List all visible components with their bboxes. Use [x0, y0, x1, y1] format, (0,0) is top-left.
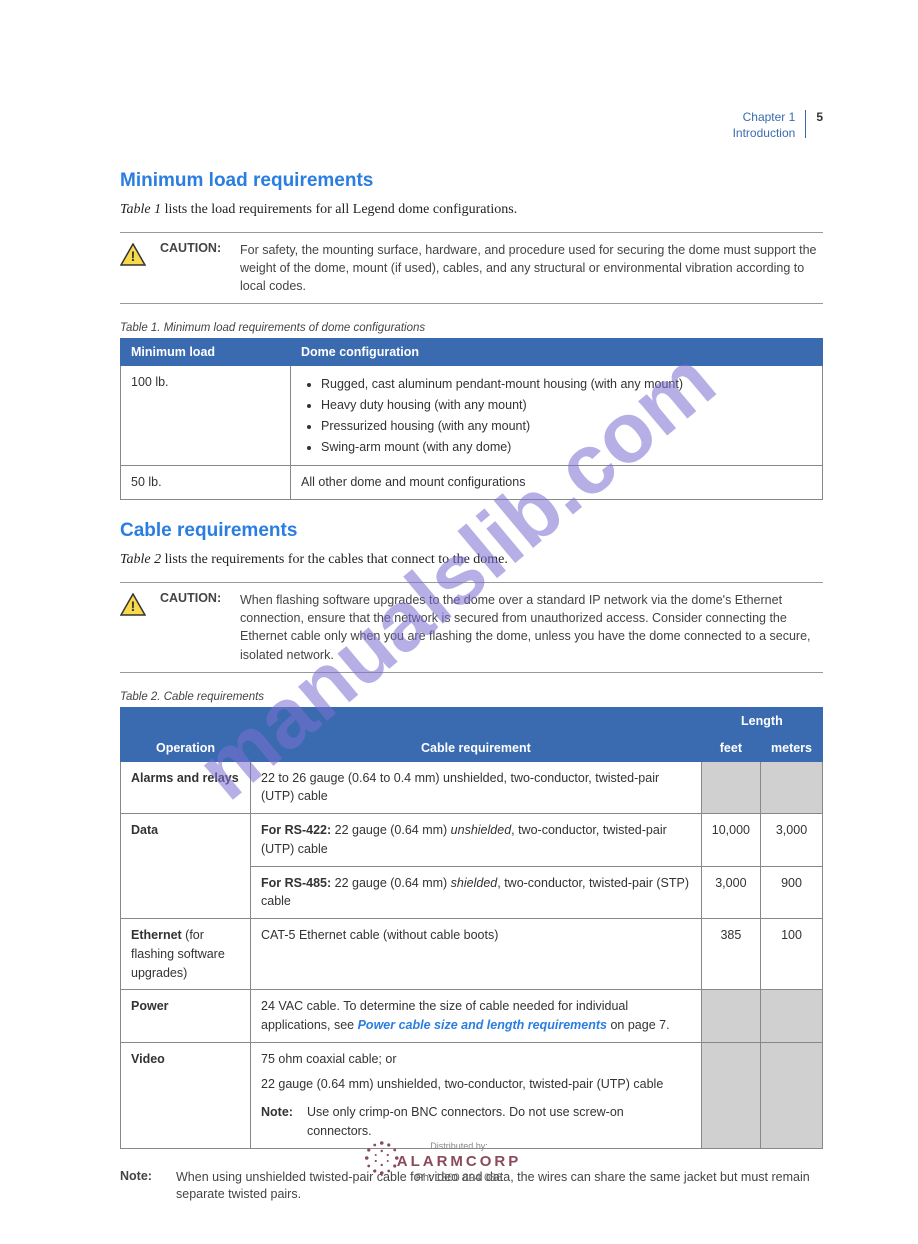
table1-row: 100 lb. Rugged, cast aluminum pendant-mo… — [121, 366, 823, 466]
section1-intro-rest: lists the load requirements for all Lege… — [161, 202, 517, 217]
table1: Minimum load Dome configuration 100 lb. … — [120, 338, 823, 500]
table2-row-video: Video 75 ohm coaxial cable; or 22 gauge … — [121, 1042, 823, 1148]
table2: Operation Cable requirement Length feet … — [120, 707, 823, 1149]
table1-config-cell: All other dome and mount configurations — [291, 466, 823, 500]
page-header: Chapter 1 Introduction 5 — [733, 110, 823, 141]
meters-cell: 900 — [761, 866, 823, 919]
table2-col-meters: meters — [761, 734, 823, 761]
header-divider — [805, 110, 806, 138]
swirl-icon — [357, 1133, 407, 1183]
caution-text: When flashing software upgrades to the d… — [240, 591, 823, 664]
caution-icon: ! — [120, 591, 150, 664]
section1-intro: Table 1 lists the load requirements for … — [120, 202, 823, 218]
table2-col-cablereq: Cable requirement — [251, 707, 702, 761]
meters-cell: 3,000 — [761, 814, 823, 867]
distributed-by: Distributed by: — [397, 1141, 522, 1151]
caution-label: CAUTION: — [160, 591, 230, 664]
table2-row-alarms: Alarms and relays 22 to 26 gauge (0.64 t… — [121, 761, 823, 814]
section2-title: Cable requirements — [120, 520, 823, 542]
table2-ref: Table 2 — [120, 552, 161, 567]
table1-load-cell: 100 lb. — [121, 366, 291, 466]
meters-cell — [761, 761, 823, 814]
table2-row-ethernet: Ethernet (for flashing software upgrades… — [121, 919, 823, 990]
meters-cell — [761, 990, 823, 1043]
svg-text:!: ! — [131, 248, 136, 264]
config-item: Swing-arm mount (with any dome) — [321, 438, 812, 457]
caution-text: For safety, the mounting surface, hardwa… — [240, 241, 823, 295]
chapter-label: Chapter 1 Introduction — [733, 110, 796, 141]
table1-col-load: Minimum load — [121, 339, 291, 366]
feet-cell: 3,000 — [701, 866, 760, 919]
chapter-line2: Introduction — [733, 126, 796, 142]
table2-caption: Table 2. Cable requirements — [120, 691, 823, 703]
table2-col-operation: Operation — [121, 707, 251, 761]
table2-header-row1: Operation Cable requirement Length — [121, 707, 823, 734]
brand-name: ALARMCORP — [397, 1153, 522, 1170]
table1-load-cell: 50 lb. — [121, 466, 291, 500]
section1-caution: ! CAUTION: For safety, the mounting surf… — [120, 232, 823, 304]
caution-icon: ! — [120, 241, 150, 295]
config-item: Heavy duty housing (with any mount) — [321, 396, 812, 415]
section2-intro-rest: lists the requirements for the cables th… — [161, 552, 508, 567]
req-prefix: For RS-485: — [261, 876, 331, 890]
table2-row-power: Power 24 VAC cable. To determine the siz… — [121, 990, 823, 1043]
page-content: Minimum load requirements Table 1 lists … — [120, 170, 823, 1204]
svg-text:!: ! — [131, 598, 136, 614]
op-cell: Video — [121, 1042, 251, 1148]
req-after: on page 7. — [607, 1018, 670, 1032]
table1-ref: Table 1 — [120, 202, 161, 217]
section2-caution: ! CAUTION: When flashing software upgrad… — [120, 582, 823, 673]
feet-cell — [701, 990, 760, 1043]
op-main: Ethernet — [131, 928, 182, 942]
inner-note-label: Note: — [261, 1103, 293, 1141]
req-ital: unshielded — [451, 823, 511, 837]
footer-distributor: Distributed by: ALARMCORP Ph: 1300 894 0… — [397, 1141, 522, 1184]
feet-cell: 385 — [701, 919, 760, 990]
table2-row-data1: Data For RS-422: 22 gauge (0.64 mm) unsh… — [121, 814, 823, 867]
phone-number: Ph: 1300 894 088 — [397, 1172, 522, 1184]
video-line1: 75 ohm coaxial cable; or — [261, 1050, 691, 1069]
meters-cell — [761, 1042, 823, 1148]
req-mid: 22 gauge (0.64 mm) — [331, 823, 451, 837]
op-cell: Data — [121, 814, 251, 919]
power-link[interactable]: Power cable size and length requirements — [358, 1018, 607, 1032]
table1-header-row: Minimum load Dome configuration — [121, 339, 823, 366]
section2-intro: Table 2 lists the requirements for the c… — [120, 552, 823, 568]
req-cell: 75 ohm coaxial cable; or 22 gauge (0.64 … — [251, 1042, 702, 1148]
table2-col-length: Length — [701, 707, 822, 734]
chapter-line1: Chapter 1 — [733, 110, 796, 126]
feet-cell: 10,000 — [701, 814, 760, 867]
config-item: Pressurized housing (with any mount) — [321, 417, 812, 436]
op-cell: Alarms and relays — [121, 761, 251, 814]
meters-cell: 100 — [761, 919, 823, 990]
req-cell: For RS-485: 22 gauge (0.64 mm) shielded,… — [251, 866, 702, 919]
op-cell: Power — [121, 990, 251, 1043]
req-prefix: For RS-422: — [261, 823, 331, 837]
table1-config-cell: Rugged, cast aluminum pendant-mount hous… — [291, 366, 823, 466]
footnote-label: Note: — [120, 1169, 158, 1204]
video-inner-note: Note: Use only crimp-on BNC connectors. … — [261, 1103, 691, 1141]
table1-caption: Table 1. Minimum load requirements of do… — [120, 322, 823, 334]
config-list: Rugged, cast aluminum pendant-mount hous… — [301, 375, 812, 456]
table2-col-feet: feet — [701, 734, 760, 761]
op-cell: Ethernet (for flashing software upgrades… — [121, 919, 251, 990]
document-page: Chapter 1 Introduction 5 manualslib.com … — [0, 0, 918, 1244]
req-cell: For RS-422: 22 gauge (0.64 mm) unshielde… — [251, 814, 702, 867]
req-cell: 24 VAC cable. To determine the size of c… — [251, 990, 702, 1043]
page-number: 5 — [816, 110, 823, 124]
feet-cell — [701, 761, 760, 814]
req-mid: 22 gauge (0.64 mm) — [331, 876, 451, 890]
feet-cell — [701, 1042, 760, 1148]
video-line2: 22 gauge (0.64 mm) unshielded, two-condu… — [261, 1075, 691, 1094]
table1-col-config: Dome configuration — [291, 339, 823, 366]
section1-title: Minimum load requirements — [120, 170, 823, 192]
req-cell: CAT-5 Ethernet cable (without cable boot… — [251, 919, 702, 990]
caution-label: CAUTION: — [160, 241, 230, 295]
config-item: Rugged, cast aluminum pendant-mount hous… — [321, 375, 812, 394]
req-cell: 22 to 26 gauge (0.64 to 0.4 mm) unshield… — [251, 761, 702, 814]
table1-row: 50 lb. All other dome and mount configur… — [121, 466, 823, 500]
req-ital: shielded — [451, 876, 498, 890]
